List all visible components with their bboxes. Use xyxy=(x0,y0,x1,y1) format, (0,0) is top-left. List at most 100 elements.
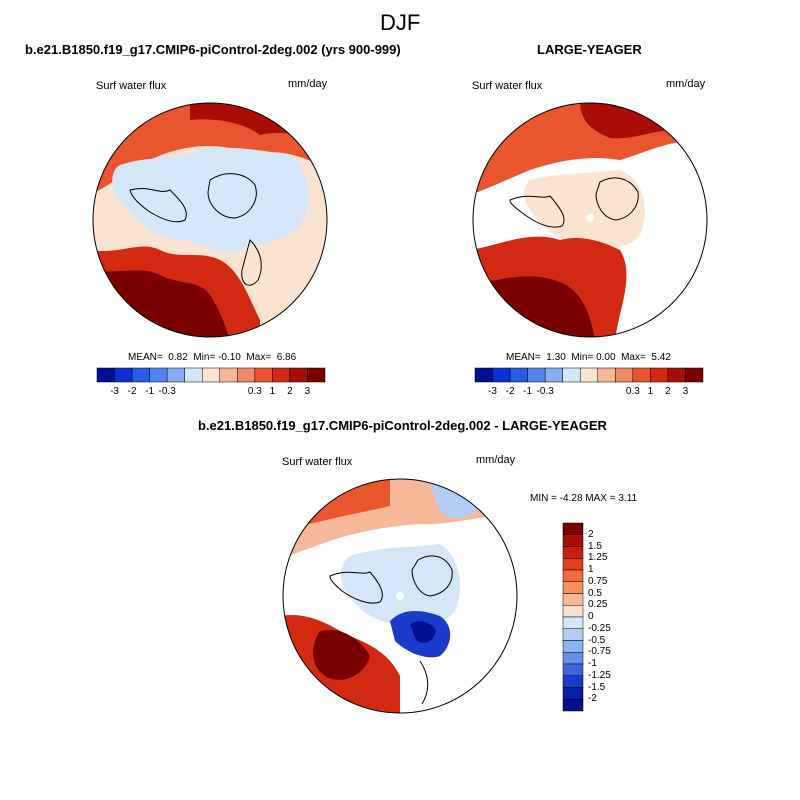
colorbar-tick-label: -1.25 xyxy=(588,669,611,681)
colorbar-swatch xyxy=(562,652,584,665)
panel-obs-units: mm/day xyxy=(666,78,706,90)
map-pole-hole xyxy=(586,214,594,222)
map-coastlines xyxy=(329,555,453,705)
colorbar-tick-label: -1 xyxy=(145,386,155,397)
colorbar-swatch xyxy=(201,367,221,383)
panel-diff-variable: Surf water flux xyxy=(282,456,353,468)
colorbar-swatch xyxy=(96,367,115,383)
panel-diff-heading: b.e21.B1850.f19_g17.CMIP6-piControl-2deg… xyxy=(198,418,607,433)
colorbar-swatch xyxy=(562,546,584,559)
panel-diff-map xyxy=(282,478,518,714)
colorbar-swatch xyxy=(237,367,256,383)
colorbar-tick-label: 1.25 xyxy=(588,552,608,564)
colorbar-swatch xyxy=(562,640,584,653)
panel-diff-colorbar xyxy=(562,522,584,712)
map-field-arctic xyxy=(524,170,645,248)
panel-case-colorbar-labels: -3 -2 -1 -0.3 0.3 1 2 3 xyxy=(97,386,325,400)
colorbar-tick-label: 3 xyxy=(304,386,311,397)
colorbar-tick-label: 1 xyxy=(647,386,654,397)
panel-diff-stats: MIN = -4.28 MAX = 3.11 xyxy=(530,493,638,504)
colorbar-swatch xyxy=(562,569,584,582)
colorbar-tick-label: 3 xyxy=(682,386,689,397)
colorbar-tick-label: -2 xyxy=(588,693,597,705)
colorbar-swatch xyxy=(562,558,584,571)
colorbar-swatch xyxy=(579,367,599,383)
panel-diff-colorbar-labels: 2 1.5 1.25 1 0.75 0.5 0.25 0 -0.25 -0.5 -0.75 -1 -1.… xyxy=(588,523,638,711)
colorbar-swatch xyxy=(562,628,584,641)
colorbar-swatch xyxy=(509,367,528,383)
colorbar-swatch xyxy=(527,367,546,383)
colorbar-swatch xyxy=(685,367,704,383)
map-field-arctic xyxy=(112,147,309,253)
colorbar-tick-label: -3 xyxy=(110,386,119,397)
colorbar-swatch xyxy=(562,616,584,629)
colorbar-tick-label: 1 xyxy=(588,564,594,575)
panel-case-units: mm/day xyxy=(288,78,328,90)
panel-obs-variable: Surf water flux xyxy=(472,80,543,92)
panel-obs-stats: MEAN= 1.30 Min= 0.00 Max= 5.42 xyxy=(506,352,671,363)
colorbar-swatch xyxy=(219,367,238,383)
colorbar-tick-label: -1.5 xyxy=(588,681,606,693)
colorbar-swatch xyxy=(254,367,273,383)
colorbar-tick-label: -0.5 xyxy=(588,634,606,646)
colorbar-tick-label: 2 xyxy=(287,386,293,397)
colorbar-tick-label: -2 xyxy=(505,386,515,397)
panel-diff-units: mm/day xyxy=(476,454,516,466)
map-field-arctic xyxy=(340,544,460,625)
panel-obs-map xyxy=(472,102,708,338)
figure-title: DJF xyxy=(380,10,421,35)
colorbar-swatch xyxy=(272,367,291,383)
colorbar-swatch xyxy=(562,663,584,676)
panel-case-stats: MEAN= 0.82 Min= -0.10 Max= 6.86 xyxy=(128,352,297,363)
map-coastlines xyxy=(129,173,262,286)
colorbar-tick-label: -1 xyxy=(523,386,533,397)
map-frame xyxy=(282,478,518,714)
panel-obs-colorbar-labels: -3 -2 -1 -0.3 0.3 1 2 3 xyxy=(475,386,703,400)
panel-obs-colorbar xyxy=(474,367,704,383)
colorbar-tick-label: 1 xyxy=(269,386,276,397)
panel-case-heading: b.e21.B1850.f19_g17.CMIP6-piControl-2deg… xyxy=(25,42,401,57)
panel-case-colorbar xyxy=(96,367,326,383)
colorbar-swatch xyxy=(131,367,150,383)
colorbar-tick-label: -2 xyxy=(127,386,137,397)
map-coastlines xyxy=(509,177,639,228)
colorbar-swatch xyxy=(184,367,203,383)
map-frame xyxy=(472,102,708,338)
colorbar-tick-label: 0.5 xyxy=(588,587,602,599)
colorbar-tick-label: 0.75 xyxy=(588,575,608,587)
colorbar-tick-label: -1 xyxy=(588,658,597,669)
colorbar-swatch xyxy=(562,534,584,547)
colorbar-swatch xyxy=(597,367,616,383)
colorbar-tick-label: 2 xyxy=(588,528,594,540)
map-field-pacific-neg xyxy=(430,484,480,518)
colorbar-tick-label: -0.3 xyxy=(158,386,176,397)
colorbar-swatch xyxy=(562,675,584,688)
colorbar-tick-label: 2 xyxy=(665,386,671,397)
colorbar-swatch xyxy=(667,367,686,383)
panel-obs-heading: LARGE-YEAGER xyxy=(537,42,642,57)
colorbar-tick-label: -3 xyxy=(488,386,497,397)
colorbar-swatch xyxy=(307,367,326,383)
colorbar-tick-label: 0.3 xyxy=(625,386,640,397)
colorbar-swatch xyxy=(562,522,584,535)
map-pole-hole xyxy=(396,592,404,600)
colorbar-swatch xyxy=(562,581,584,594)
colorbar-swatch xyxy=(562,593,584,606)
colorbar-swatch xyxy=(615,367,634,383)
colorbar-swatch xyxy=(492,367,511,383)
map-frame xyxy=(92,102,328,338)
colorbar-swatch xyxy=(544,367,563,383)
colorbar-tick-label: 1.5 xyxy=(588,540,602,552)
colorbar-tick-label: -0.25 xyxy=(588,622,611,634)
colorbar-swatch xyxy=(562,367,581,383)
map-field-barents-core xyxy=(410,621,436,643)
colorbar-tick-label: -0.75 xyxy=(588,646,611,658)
colorbar-swatch xyxy=(289,367,308,383)
colorbar-tick-label: 0.3 xyxy=(247,386,262,397)
panel-case-variable: Surf water flux xyxy=(96,80,167,92)
colorbar-swatch xyxy=(632,367,651,383)
colorbar-swatch xyxy=(562,605,584,618)
colorbar-tick-label: -0.3 xyxy=(536,386,554,397)
colorbar-swatch xyxy=(166,367,185,383)
colorbar-swatch xyxy=(650,367,669,383)
